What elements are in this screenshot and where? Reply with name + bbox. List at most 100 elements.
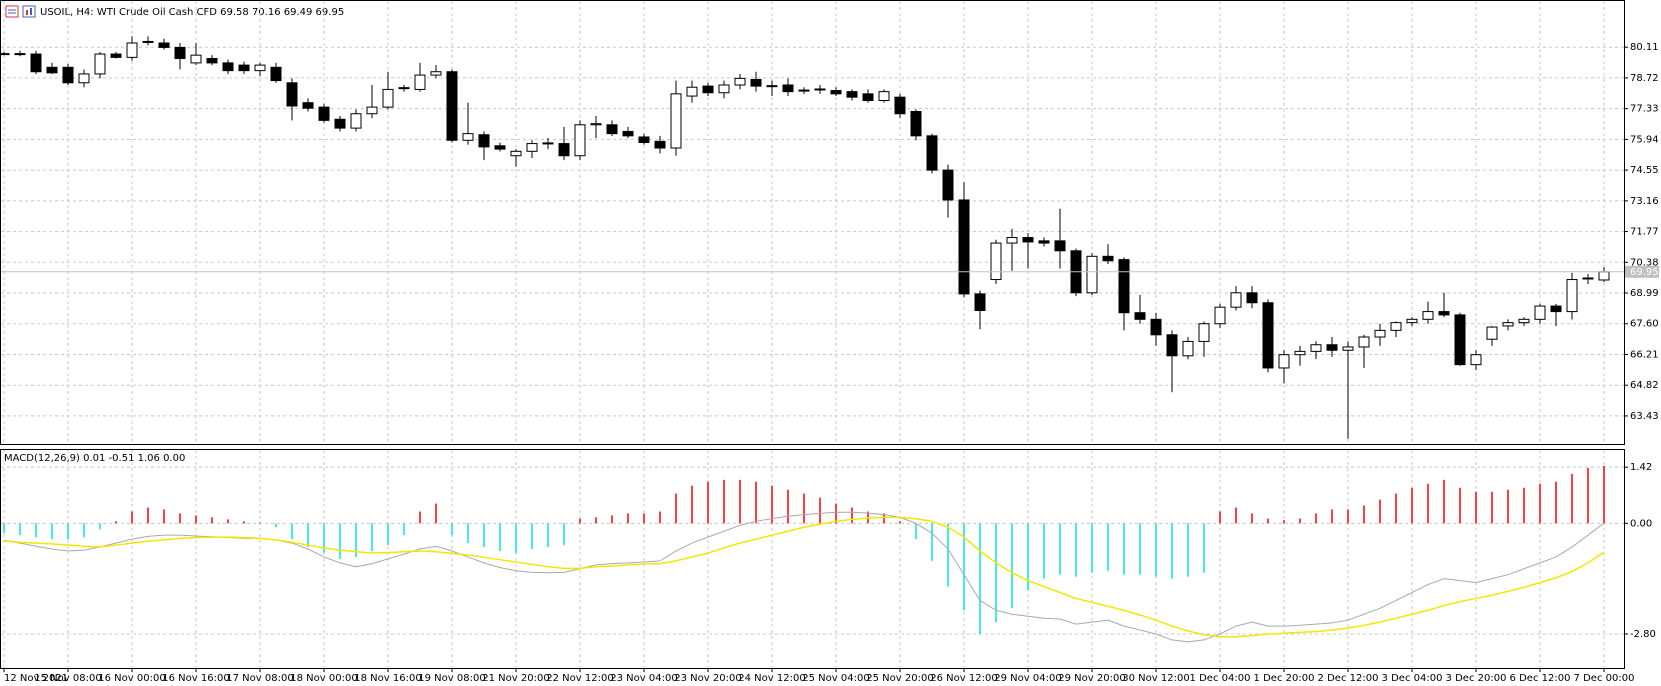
histogram-bar [819,497,821,524]
candle-body [1054,240,1066,252]
histogram-bar [83,523,85,538]
histogram-bar [851,507,853,524]
candle-body [1598,271,1610,281]
histogram-bar [1203,523,1205,573]
histogram-bar [1107,523,1109,571]
histogram-bar [803,493,805,524]
candle-body [1518,318,1530,324]
histogram-bar [19,523,21,536]
candle-body [558,143,570,157]
x-tick-label: 2 Dec 12:00 [1318,673,1379,684]
candle-body [1246,292,1258,304]
candle-body [382,88,394,108]
candle-body [1182,340,1194,357]
candle-body [222,62,234,72]
histogram-bar [1507,489,1509,524]
x-tick-label: 3 Dec 04:00 [1382,673,1443,684]
candle-body [510,150,522,157]
histogram-bar [275,523,277,528]
histogram-bar [835,503,837,524]
candle-body [894,96,906,115]
histogram-bar [1267,518,1269,524]
candle-body [862,93,874,101]
histogram-bar [67,523,69,540]
histogram-bar [723,479,725,524]
x-tick-label: 29 Nov 04:00 [994,673,1061,684]
x-tick-label: 15 Nov 08:00 [34,673,101,684]
histogram-bar [1587,467,1589,524]
candle-body [1198,323,1210,342]
histogram-bar [755,481,757,524]
histogram-bar [1011,523,1013,609]
candle-body [638,136,650,143]
histogram-bar [115,521,117,524]
candle-body [430,71,442,76]
y-tick-label: 67.60 [1630,319,1659,330]
y-tick-label: 68.99 [1630,288,1659,299]
histogram-bar [1443,479,1445,524]
candle-body [1486,326,1498,340]
y-tick-label: 74.55 [1630,165,1659,176]
histogram-bar [1123,523,1125,575]
histogram-bar [627,513,629,524]
histogram-bar [1171,523,1173,579]
y-tick-label: 78.72 [1630,73,1659,84]
y-tick-label: 63.43 [1630,411,1659,422]
candle-body [414,74,426,90]
x-tick-label: 22 Nov 12:00 [546,673,613,684]
candle-body [126,42,138,58]
candle-body [1278,354,1290,369]
candle-body [814,88,826,91]
candle-body [1470,354,1482,366]
histogram-bar [227,519,229,524]
histogram-bar [1315,513,1317,524]
histogram-bar [211,517,213,524]
histogram-bar [1187,523,1189,577]
candle-body [190,54,202,64]
histogram-bar [1427,483,1429,524]
candle-body [1422,311,1434,320]
candle-body [1502,322,1514,327]
candle-body [142,40,154,43]
histogram-bar [739,479,741,524]
candle-body [174,46,186,59]
candle-body [798,89,810,92]
histogram-bar [931,523,933,561]
histogram-bar [1091,523,1093,573]
histogram-bar [1299,518,1301,524]
histogram-bar [515,523,517,553]
histogram-bar [499,523,501,551]
y-tick-label: 64.82 [1630,380,1659,391]
histogram-bar [643,513,645,524]
x-tick-label: 18 Nov 16:00 [354,673,421,684]
x-tick-label: 6 Dec 12:00 [1510,673,1571,684]
histogram-bar [1363,505,1365,524]
candle-body [1134,312,1146,320]
candle-body [830,90,842,95]
candle-body [702,85,714,94]
candle-body [0,53,10,56]
candle-body [366,106,378,115]
candle-body [14,53,26,56]
histogram-bar [1539,483,1541,524]
candle-body [334,118,346,129]
candle-body [46,66,58,74]
candle-body [158,42,170,48]
histogram-bar [467,523,469,544]
histogram-bar [915,523,917,540]
histogram-bar [979,523,981,635]
candle-body [270,66,282,82]
histogram-bar [691,485,693,524]
candle-body [1566,279,1578,313]
histogram-bar [147,507,149,524]
candle-body [1438,311,1450,316]
candle-body [686,86,698,97]
histogram-bar [243,521,245,524]
x-tick-label: 30 Nov 12:00 [1122,673,1189,684]
histogram-bar [1059,523,1061,575]
x-tick-label: 18 Nov 00:00 [290,673,357,684]
y-tick-label: 70.38 [1630,257,1659,268]
y-tick-label: -2.80 [1630,629,1656,640]
histogram-bar [531,523,533,550]
histogram-bar [1395,493,1397,524]
